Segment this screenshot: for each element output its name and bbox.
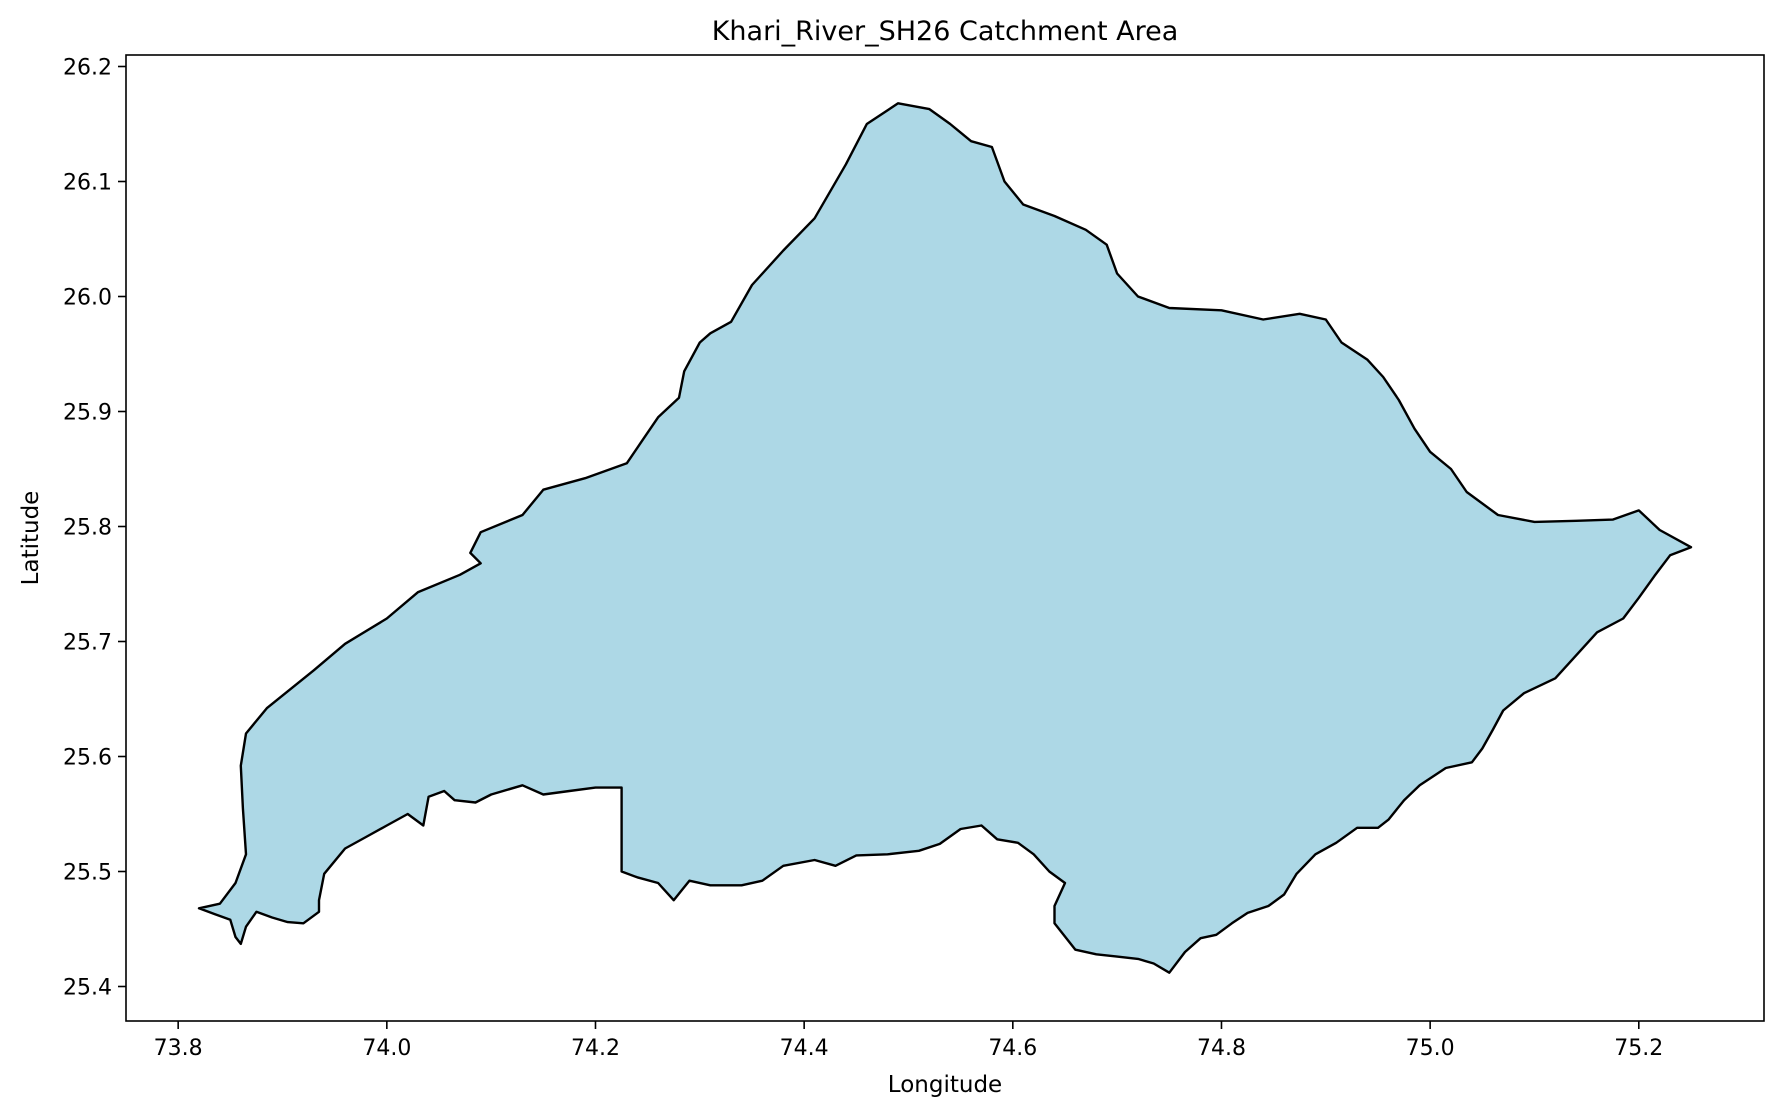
x-tick-label: 74.2 xyxy=(571,1036,620,1061)
y-tick-label: 26.2 xyxy=(63,56,112,81)
x-tick-label: 74.6 xyxy=(988,1036,1037,1061)
y-tick-label: 25.4 xyxy=(63,976,112,1001)
y-tick-label: 26.1 xyxy=(63,171,112,196)
x-axis-ticks: 73.8 74.0 74.2 74.4 74.6 74.8 75.0 75.2 xyxy=(154,1021,1663,1061)
y-tick-label: 25.7 xyxy=(63,631,112,656)
x-tick-label: 73.8 xyxy=(154,1036,203,1061)
axes-frame xyxy=(125,54,1765,1022)
x-tick-label: 75.2 xyxy=(1614,1036,1663,1061)
x-tick-label: 75.0 xyxy=(1406,1036,1455,1061)
y-tick-label: 25.5 xyxy=(63,861,112,886)
y-tick-label: 25.9 xyxy=(63,401,112,426)
y-axis-ticks: 25.4 25.5 25.6 25.7 25.8 25.9 26.0 26.1 26.2 xyxy=(63,56,126,1001)
x-tick-label: 74.4 xyxy=(780,1036,829,1061)
y-tick-label: 26.0 xyxy=(63,286,112,311)
catchment-area-polygon xyxy=(197,102,1693,974)
y-tick-label: 25.8 xyxy=(63,516,112,541)
y-axis-label: Latitude xyxy=(18,491,44,586)
x-tick-label: 74.8 xyxy=(1197,1036,1246,1061)
x-axis-label: Longitude xyxy=(888,1072,1002,1098)
catchment-polygon-layer xyxy=(197,102,1693,974)
y-tick-label: 25.6 xyxy=(63,746,112,771)
chart-title: Khari_River_SH26 Catchment Area xyxy=(712,16,1179,47)
x-tick-label: 74.0 xyxy=(362,1036,411,1061)
